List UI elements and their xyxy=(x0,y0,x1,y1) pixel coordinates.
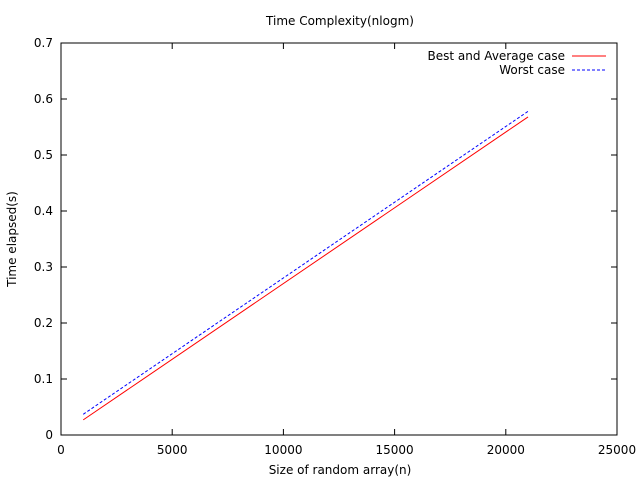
legend-label-2: Worst case xyxy=(499,63,565,77)
y-tick-label: 0.5 xyxy=(34,148,53,162)
x-tick-label: 20000 xyxy=(487,443,525,457)
legend-label-1: Best and Average case xyxy=(428,49,565,63)
y-tick-label: 0.4 xyxy=(34,204,53,218)
x-tick-label: 0 xyxy=(57,443,65,457)
chart-title: Time Complexity(nlogm) xyxy=(265,14,414,28)
y-tick-label: 0.1 xyxy=(34,372,53,386)
y-tick-label: 0.3 xyxy=(34,260,53,274)
series-line-2 xyxy=(82,110,529,415)
y-tick-label: 0.7 xyxy=(34,36,53,50)
y-tick-labels: 0 0.1 0.2 0.3 0.4 0.5 0.6 0.7 xyxy=(34,36,53,442)
x-tick-labels: 0 5000 10000 15000 20000 25000 xyxy=(57,443,636,457)
y-axis-label: Time elapsed(s) xyxy=(5,191,19,288)
x-tick-label: 10000 xyxy=(264,443,302,457)
y-tick-label: 0.2 xyxy=(34,316,53,330)
x-axis-label: Size of random array(n) xyxy=(269,463,412,477)
series-line-1 xyxy=(82,116,529,421)
y-tick-label: 0.6 xyxy=(34,92,53,106)
plot-frame xyxy=(60,42,618,436)
series-lines xyxy=(82,110,529,421)
x-tick-label: 15000 xyxy=(376,443,414,457)
x-tick-label: 25000 xyxy=(598,443,636,457)
axis-ticks xyxy=(60,42,618,436)
x-tick-label: 5000 xyxy=(157,443,188,457)
y-tick-label: 0 xyxy=(45,428,53,442)
